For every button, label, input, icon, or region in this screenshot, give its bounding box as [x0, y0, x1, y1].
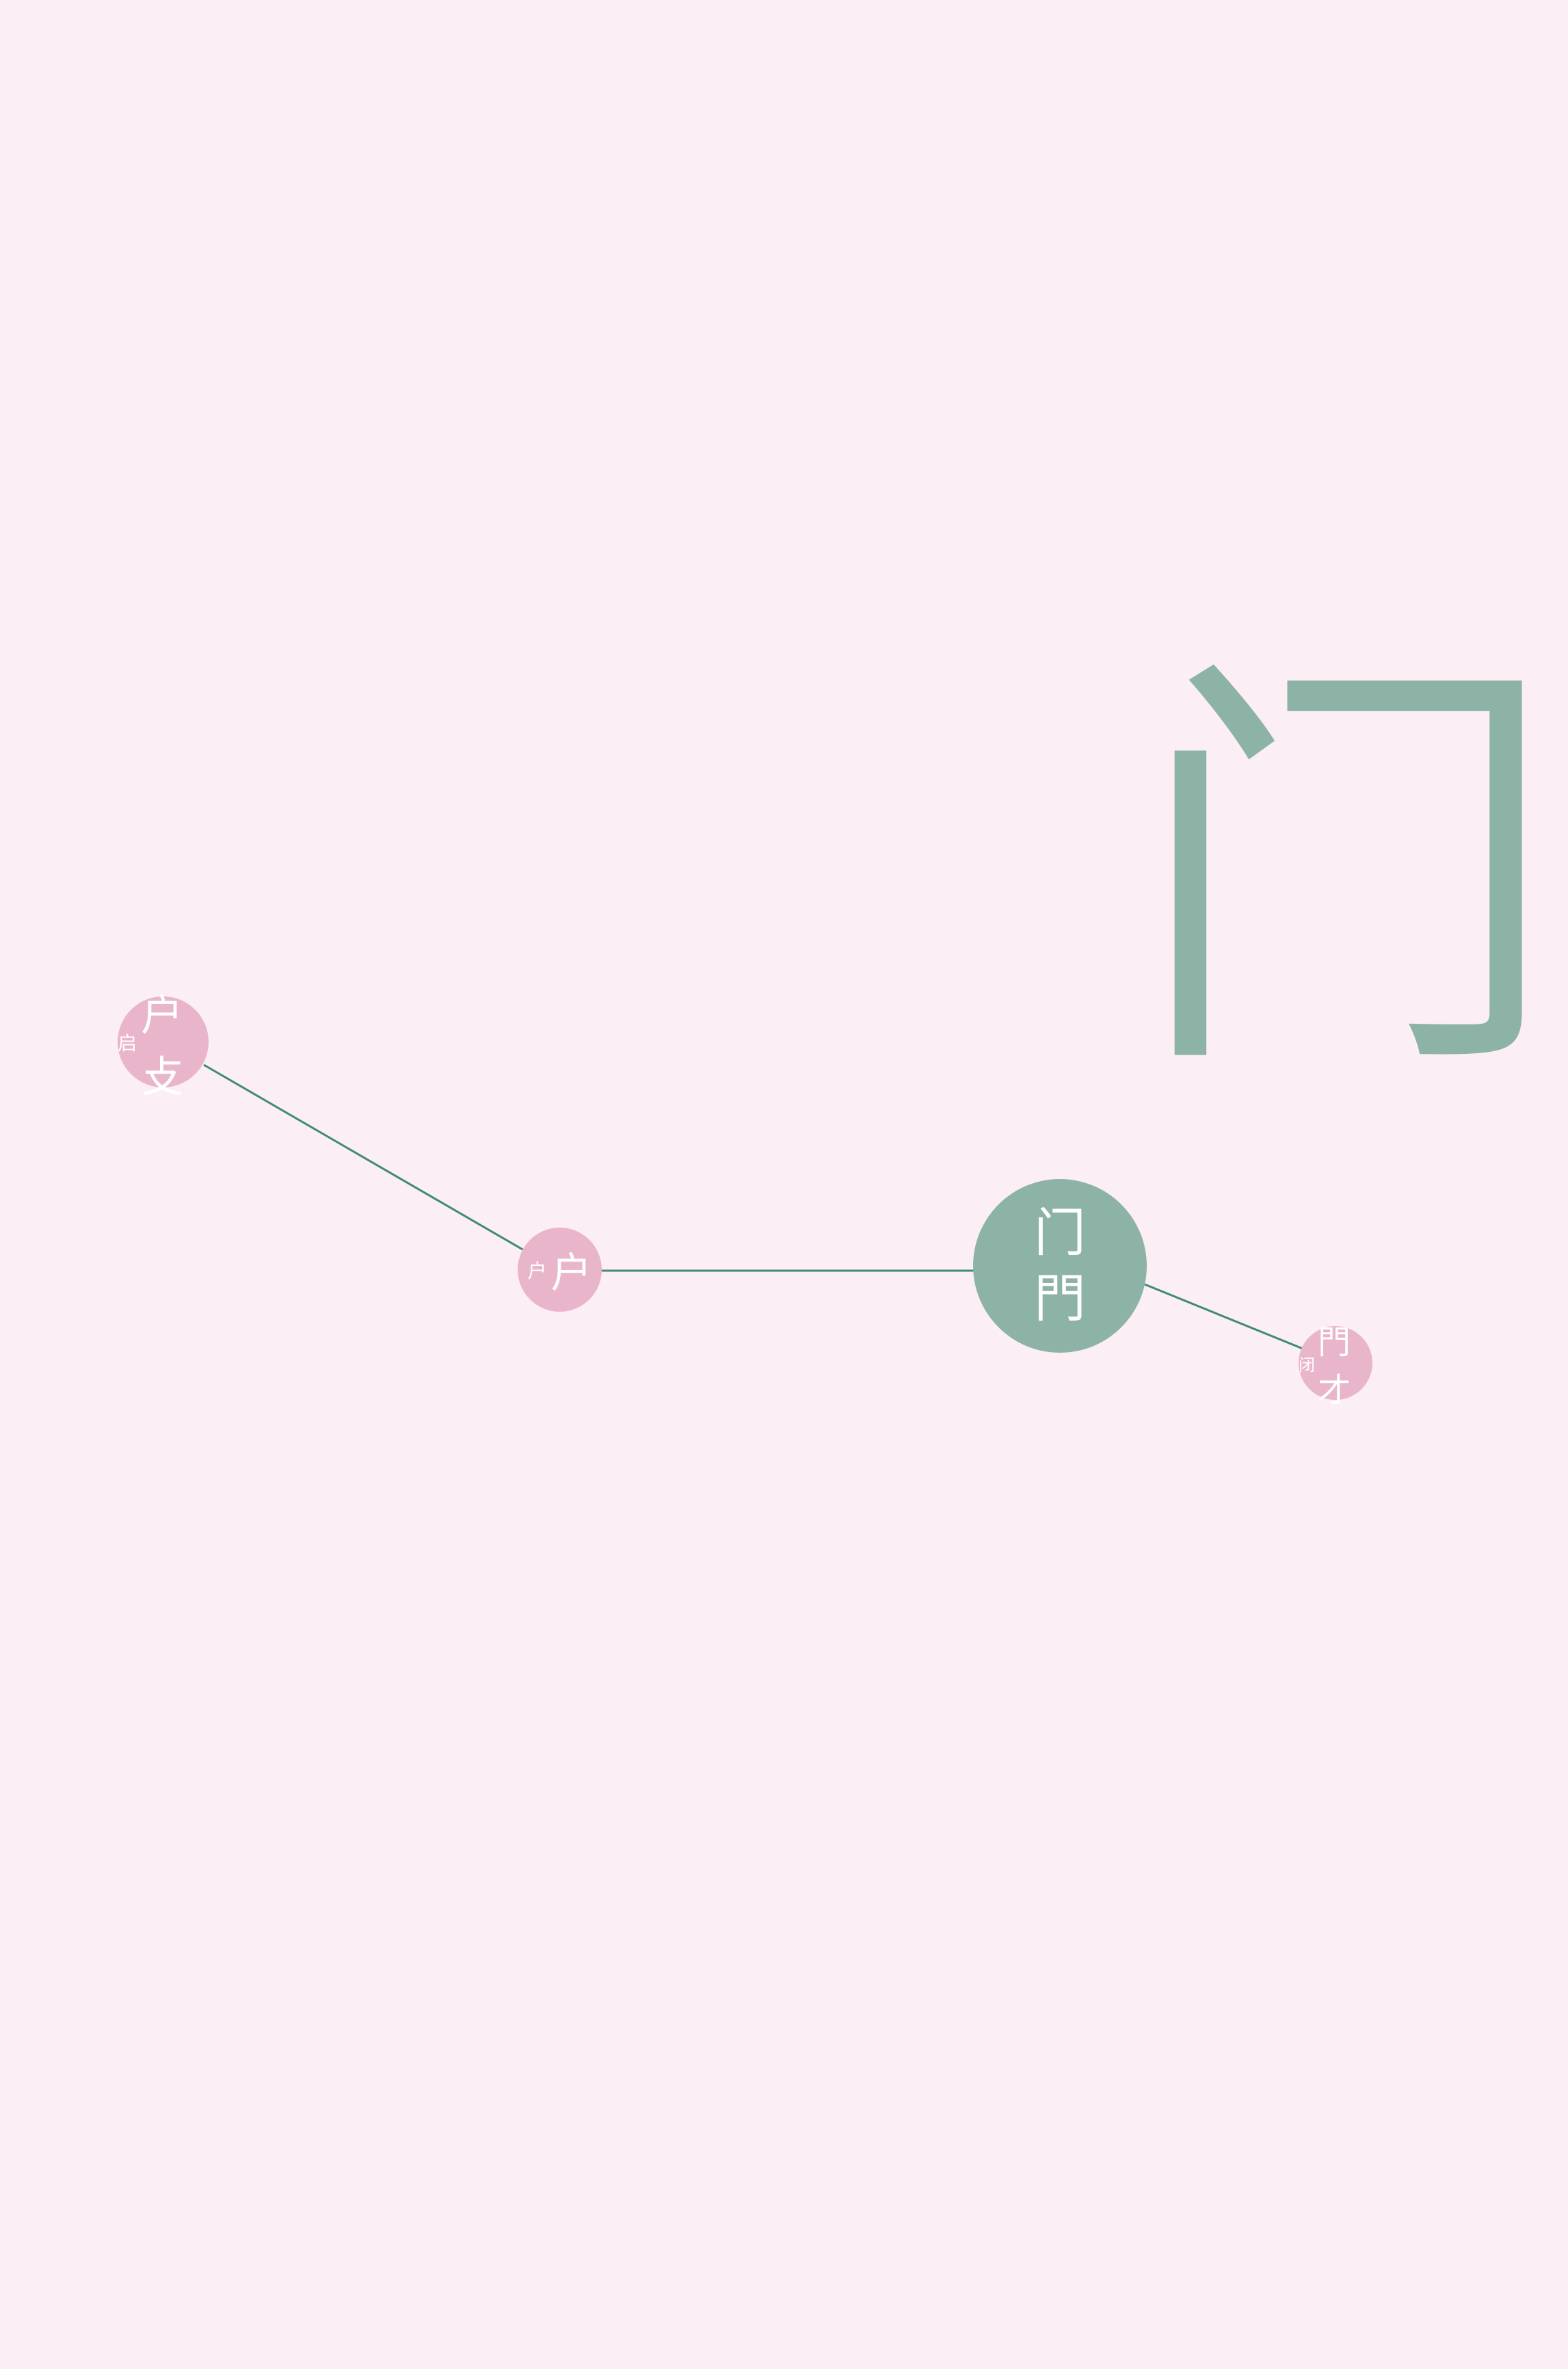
- node-hu-modern: 户: [527, 1259, 547, 1282]
- node-hu: 户 户: [518, 1228, 602, 1312]
- node-men: 门 門: [973, 1179, 1147, 1353]
- node-men-ancient: 門: [1034, 1268, 1086, 1329]
- node-qi-ancient: 户攴: [141, 990, 184, 1102]
- main-character: 门: [1135, 628, 1559, 1122]
- node-bi: 闭 門才: [1299, 1323, 1372, 1410]
- node-men-modern: 门: [1034, 1202, 1086, 1263]
- node-qi: 启 户攴: [118, 990, 209, 1102]
- node-qi-modern: 启: [118, 1031, 137, 1055]
- node-hu-ancient: 户: [550, 1249, 592, 1297]
- connector-qi-hu: [203, 1063, 524, 1252]
- node-bi-modern: 闭: [1299, 1355, 1315, 1375]
- connector-men-bi: [1144, 1283, 1303, 1350]
- node-bi-ancient: 門才: [1318, 1323, 1351, 1410]
